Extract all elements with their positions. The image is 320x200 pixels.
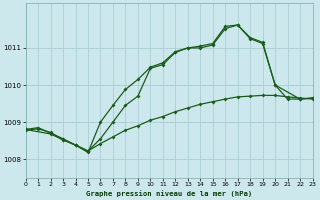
X-axis label: Graphe pression niveau de la mer (hPa): Graphe pression niveau de la mer (hPa)	[86, 190, 252, 197]
